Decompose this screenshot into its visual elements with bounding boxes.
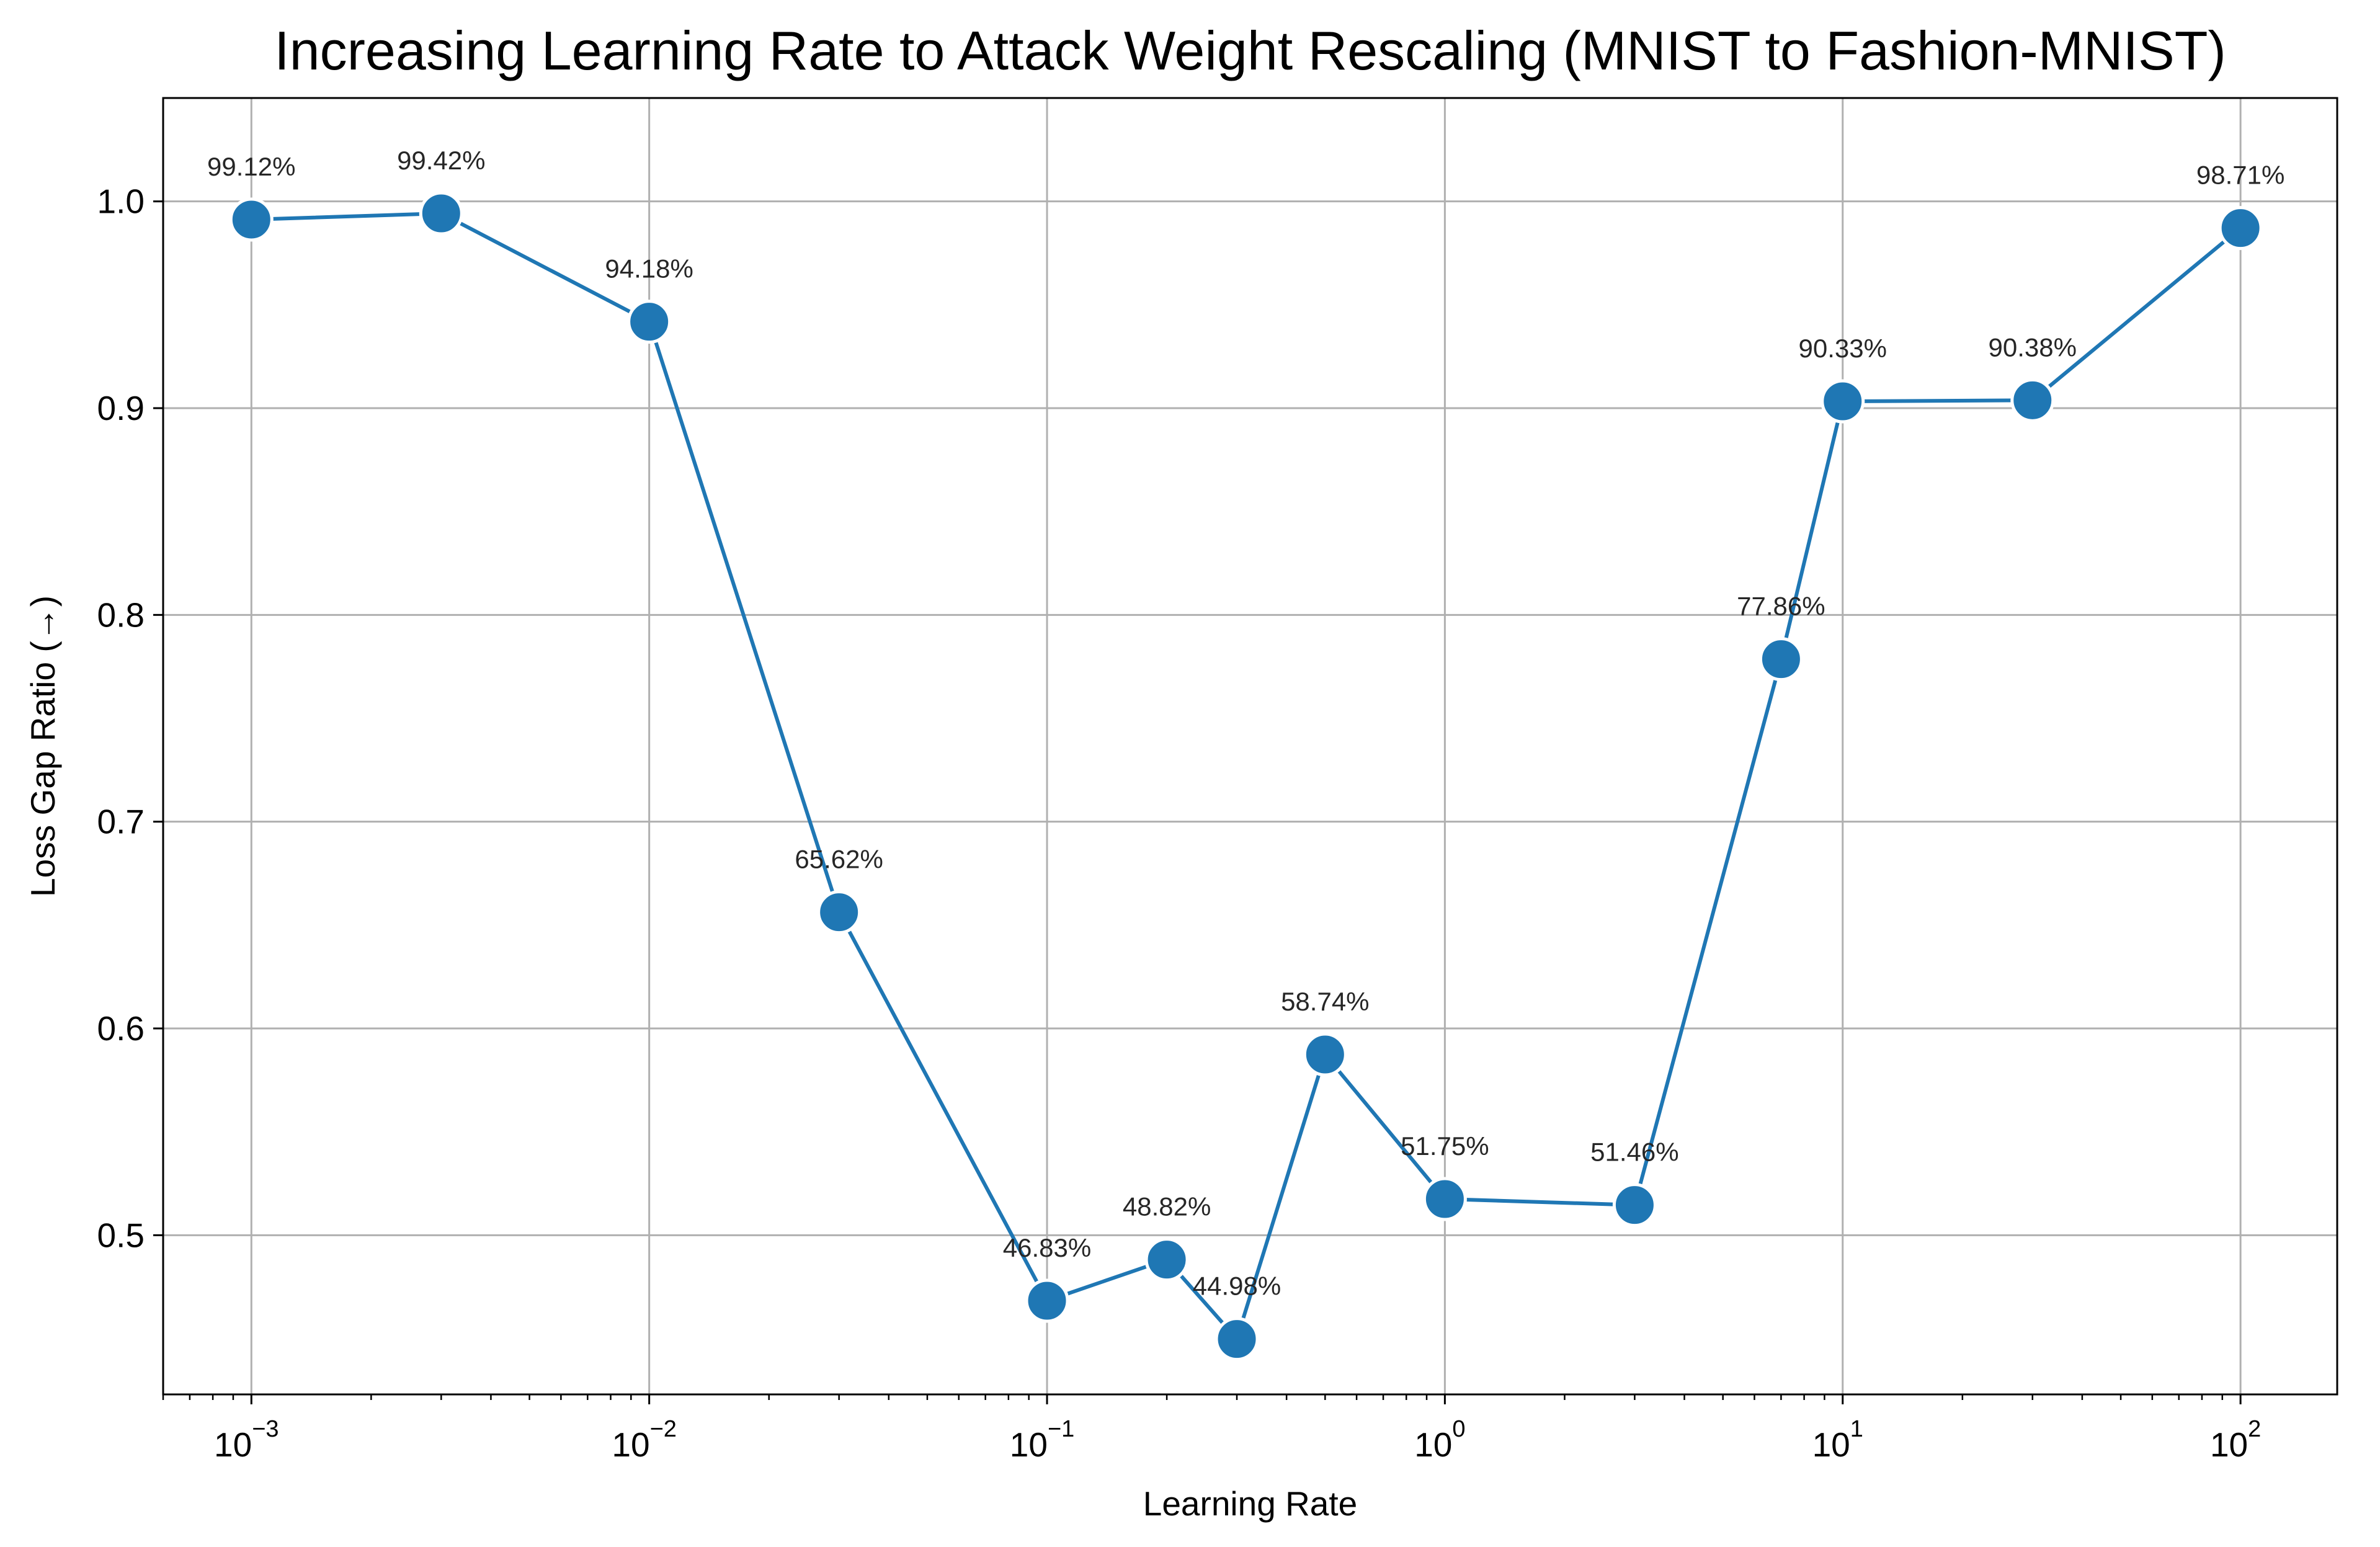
data-label: 99.12% xyxy=(207,152,295,181)
x-tick-label: 10−3 xyxy=(214,1416,279,1464)
y-tick-label: 0.5 xyxy=(97,1216,145,1254)
plot-frame xyxy=(162,97,2338,1396)
x-minor-ticks xyxy=(162,1394,2224,1400)
data-label: 65.62% xyxy=(795,845,883,874)
y-tick-label: 0.8 xyxy=(97,595,145,634)
data-label: 90.38% xyxy=(1989,332,2077,362)
data-label: 77.86% xyxy=(1737,592,1825,621)
data-point xyxy=(1215,1317,1259,1362)
data-label: 51.46% xyxy=(1590,1138,1678,1167)
data-point xyxy=(1612,1183,1657,1228)
data-labels: 99.12% 99.42% 94.18% 65.62% 46.83% 48.82% 44.9… xyxy=(207,146,2284,1301)
data-label: 99.42% xyxy=(397,146,485,175)
x-tick-label: 100 xyxy=(1414,1416,1465,1464)
data-point xyxy=(1821,379,1865,424)
series-line-group xyxy=(251,212,2242,1341)
y-tick-label: 1.0 xyxy=(97,182,145,221)
data-point xyxy=(1758,637,1803,682)
y-tick-label: 0.9 xyxy=(97,389,145,427)
x-tick-label: 10−2 xyxy=(612,1416,677,1464)
data-point xyxy=(229,197,274,242)
data-label: 46.83% xyxy=(1003,1233,1091,1262)
data-label: 58.74% xyxy=(1281,987,1369,1016)
data-label: 94.18% xyxy=(605,254,693,283)
data-label: 44.98% xyxy=(1193,1272,1281,1301)
data-label: 51.75% xyxy=(1401,1131,1489,1161)
series-line xyxy=(251,212,2242,1341)
data-point xyxy=(1303,1032,1347,1077)
chart-title: Increasing Learning Rate to Attack Weigh… xyxy=(274,20,2226,81)
data-point xyxy=(2218,206,2263,251)
x-tick-label: 10−1 xyxy=(1010,1416,1075,1464)
data-point xyxy=(817,890,862,935)
y-tick-label: 0.6 xyxy=(97,1009,145,1048)
data-point xyxy=(2010,378,2055,422)
series-markers xyxy=(229,191,2263,1362)
data-point xyxy=(1422,1177,1467,1221)
y-axis-label: Loss Gap Ratio (→) xyxy=(24,595,62,897)
x-tick-label: 101 xyxy=(1812,1416,1863,1464)
data-label: 98.71% xyxy=(2196,161,2284,190)
axis-ticks: 10−3 10−2 10−1 100 101 102 0.5 0.6 0.7 0.8 0.9 1.0 xyxy=(97,182,2262,1464)
data-label: 90.33% xyxy=(1799,334,1887,363)
grid xyxy=(163,98,2337,1394)
data-point xyxy=(627,300,672,344)
data-point xyxy=(419,191,463,236)
data-point xyxy=(1144,1237,1189,1282)
x-axis-label: Learning Rate xyxy=(1143,1484,1358,1523)
y-tick-label: 0.7 xyxy=(97,803,145,841)
data-point xyxy=(1025,1278,1069,1323)
x-tick-label: 102 xyxy=(2210,1416,2261,1464)
data-label: 48.82% xyxy=(1123,1192,1211,1221)
